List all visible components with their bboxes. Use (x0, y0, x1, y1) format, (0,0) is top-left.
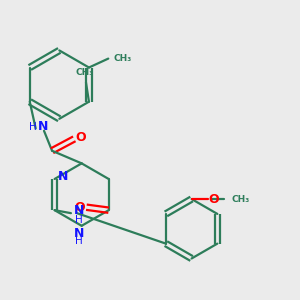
Text: N: N (74, 227, 84, 240)
Text: H: H (75, 236, 83, 246)
Text: H: H (29, 122, 37, 132)
Text: CH₃: CH₃ (114, 54, 132, 63)
Text: H: H (75, 215, 83, 225)
Text: N: N (38, 121, 48, 134)
Text: O: O (208, 193, 219, 206)
Text: O: O (74, 201, 85, 214)
Text: N: N (74, 204, 85, 217)
Text: CH₃: CH₃ (232, 194, 250, 203)
Text: CH₃: CH₃ (75, 68, 94, 77)
Text: N: N (58, 169, 69, 182)
Text: O: O (76, 131, 86, 144)
